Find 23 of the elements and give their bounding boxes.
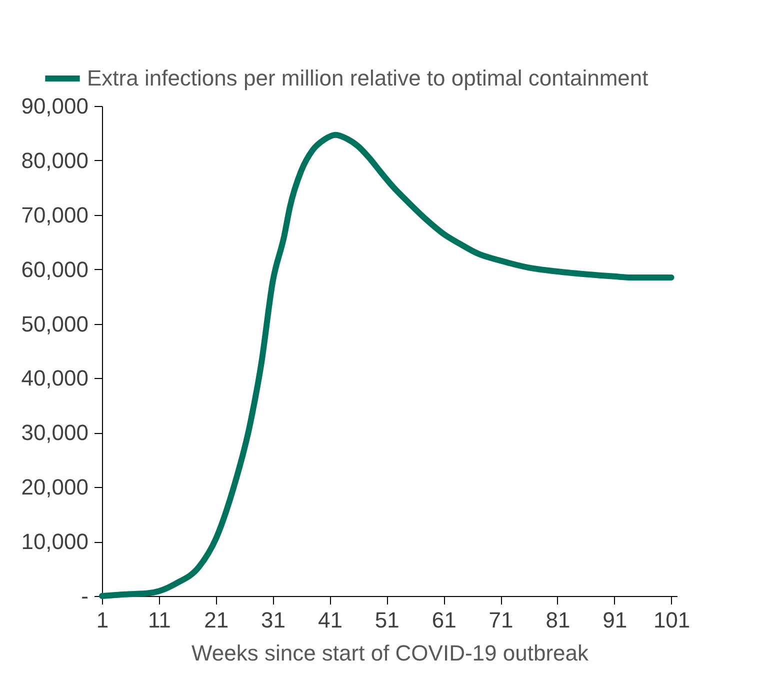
y-tick-label: 20,000 bbox=[21, 474, 88, 500]
x-tick-label: 81 bbox=[546, 608, 570, 632]
x-tick-label: 51 bbox=[374, 608, 400, 632]
x-tick-label: 31 bbox=[261, 608, 286, 632]
x-tick-label: 61 bbox=[432, 608, 456, 632]
y-tick-label: 10,000 bbox=[21, 529, 88, 554]
y-tick-label: 60,000 bbox=[21, 256, 88, 282]
x-tick-label: 41 bbox=[318, 608, 342, 632]
legend-label: Extra infections per million relative to optimal containment bbox=[87, 66, 648, 90]
x-tick-label: 11 bbox=[148, 608, 171, 632]
y-tick-label: - bbox=[81, 584, 88, 608]
x-tick-label: 21 bbox=[204, 608, 229, 632]
x-tick-label: 101 bbox=[653, 608, 690, 632]
x-tick-label: 1 bbox=[96, 608, 109, 632]
y-tick-label: 50,000 bbox=[21, 311, 88, 336]
y-tick-label: 90,000 bbox=[21, 94, 88, 118]
x-axis-title: Weeks since start of COVID-19 outbreak bbox=[192, 640, 590, 666]
y-tick-label: 40,000 bbox=[21, 366, 88, 391]
y-tick-label: 80,000 bbox=[21, 148, 88, 173]
y-tick-label: 30,000 bbox=[21, 420, 88, 446]
y-tick-label: 70,000 bbox=[21, 202, 88, 228]
x-tick-label: 71 bbox=[488, 608, 514, 632]
x-tick-label: 91 bbox=[602, 608, 628, 632]
